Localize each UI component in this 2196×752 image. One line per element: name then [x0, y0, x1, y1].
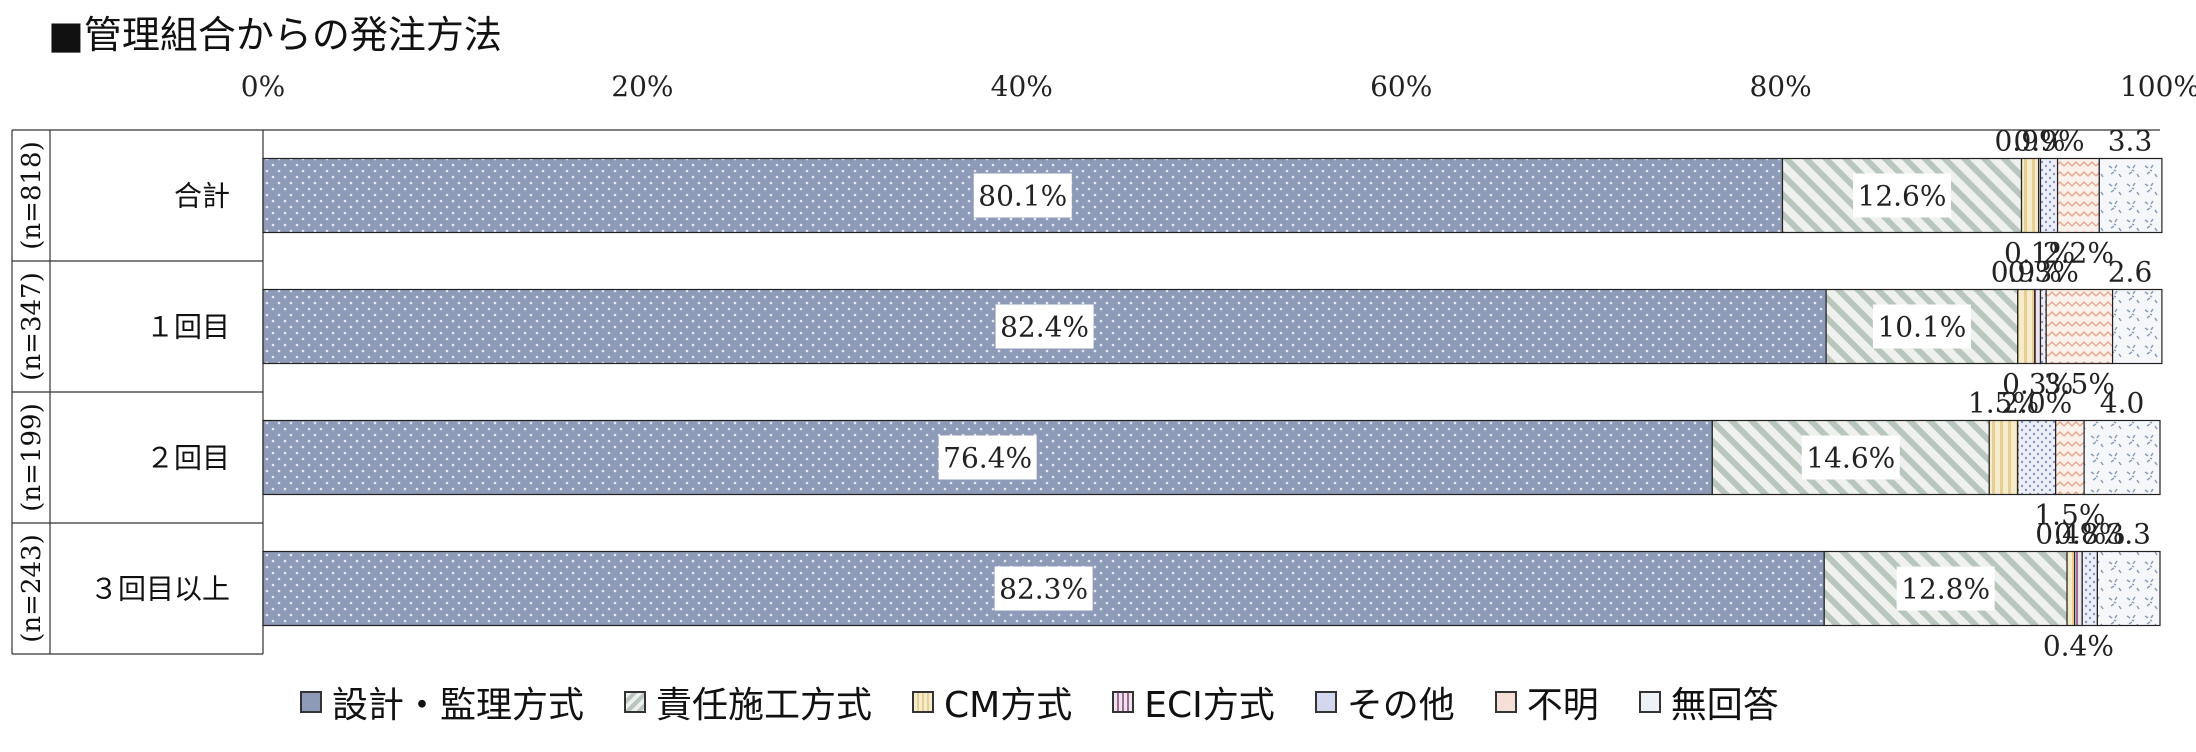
data-label: 0.9%	[1991, 256, 2062, 289]
n-label: (n=818)	[17, 141, 47, 249]
legend-swatch	[1638, 691, 1661, 713]
n-label: (n=347)	[17, 272, 47, 380]
legend-label: ECI方式	[1144, 685, 1275, 726]
bar-labels: 80.1% 12.6%0.9%0.1%0.9%2.2%3.382.4% 10.1%0…	[938, 125, 2153, 661]
data-label: 2.6	[2108, 256, 2153, 289]
data-label: 76.4%	[943, 442, 1032, 475]
legend-item: CM方式	[912, 676, 1072, 728]
bar-segment	[2055, 419, 2085, 496]
legend-swatch	[1314, 691, 1337, 713]
legend-label: CM方式	[944, 685, 1073, 726]
stacked-bar-chart: 0% 20% 40% 60% 80% 100% 合計 (n=818) １回目 (n=347) ２回…	[11, 70, 2196, 661]
data-label: 3.3	[2106, 518, 2151, 551]
data-label-box	[938, 435, 1037, 480]
data-label: 10.1%	[1877, 311, 1966, 344]
legend-swatch	[912, 691, 935, 713]
bar-segment	[2081, 550, 2098, 627]
bar-segment	[2017, 288, 2036, 365]
category-frame: 合計 (n=818) １回目 (n=347) ２回目 (n=199) ３回目以上 (n=243…	[11, 129, 2160, 655]
x-tick-label: 100%	[2120, 70, 2196, 103]
x-axis: 0% 20% 40% 60% 80% 100%	[241, 70, 2196, 103]
data-label: 80.1%	[978, 180, 1067, 213]
bar-segment	[2056, 157, 2100, 234]
n-label: (n=243)	[17, 534, 47, 642]
bar-segment	[2039, 288, 2047, 365]
data-label: 12.6%	[1858, 180, 1947, 213]
x-tick-label: 80%	[1749, 70, 1811, 103]
data-label: 0.8%	[2054, 518, 2125, 551]
legend-item: 設計・監理方式	[300, 676, 584, 728]
data-label: 1.5%	[2034, 499, 2105, 532]
bar-segment	[2083, 419, 2161, 496]
data-label: 0.4%	[2043, 630, 2114, 661]
legend-label: 不明	[1526, 685, 1599, 726]
bars	[262, 157, 2163, 627]
data-label-box	[1896, 566, 1995, 611]
legend-swatch	[1112, 691, 1135, 713]
bar-segment	[1988, 419, 2019, 496]
legend-item: その他	[1314, 676, 1455, 728]
row-label: ３回目以上	[90, 573, 230, 606]
bar-segment	[2098, 157, 2163, 234]
data-label-box	[973, 173, 1072, 218]
data-label: 0.9%	[2013, 125, 2084, 158]
data-label: 0.9%	[1994, 125, 2065, 158]
n-label: (n=199)	[17, 403, 47, 511]
row-label: ２回目	[146, 442, 230, 475]
bar-segment	[2020, 157, 2040, 234]
legend-item: ECI方式	[1112, 676, 1275, 728]
data-label-box	[1801, 435, 1900, 480]
legend-item: 無回答	[1638, 676, 1779, 728]
bar-segment	[2034, 288, 2042, 365]
legend-item: 責任施工方式	[624, 676, 872, 728]
legend-swatch	[300, 691, 322, 713]
data-label: 82.3%	[999, 573, 1088, 606]
bar-segment	[2074, 550, 2083, 627]
data-label: 14.6%	[1806, 442, 1895, 475]
x-tick-label: 20%	[611, 70, 673, 103]
x-tick-label: 0%	[241, 70, 285, 103]
data-label-box	[1872, 304, 1971, 349]
data-label: 0.1%	[2004, 237, 2075, 270]
bar-segment	[2045, 288, 2114, 365]
data-label: 4.0	[2100, 387, 2145, 420]
data-label: 0.3%	[2008, 256, 2079, 289]
legend-label: 責任施工方式	[656, 685, 873, 726]
legend-swatch	[624, 691, 647, 713]
legend-label: 設計・監理方式	[332, 685, 585, 726]
data-label: 0.3%	[2002, 368, 2073, 401]
legend-label: 無回答	[1670, 685, 1779, 726]
data-label: 3.5%	[2044, 368, 2115, 401]
x-tick-label: 60%	[1370, 70, 1432, 103]
chart-title: ■管理組合からの発注方法	[48, 13, 502, 57]
bar-segment	[2096, 550, 2161, 627]
data-label: 1.5%	[1968, 387, 2039, 420]
data-label: 3.3	[2108, 125, 2153, 158]
legend-label: その他	[1346, 685, 1455, 726]
data-label: 12.8%	[1901, 573, 1990, 606]
data-label-box	[995, 304, 1094, 349]
data-label: 82.4%	[1000, 311, 1089, 344]
data-label: 2.0%	[2001, 387, 2072, 420]
data-label-box	[1853, 173, 1952, 218]
row-label: 合計	[174, 180, 230, 213]
legend-swatch	[1494, 691, 1517, 713]
bar-segment	[2039, 157, 2059, 234]
bar-segment	[2017, 419, 2057, 496]
data-label: 2.2%	[2043, 237, 2114, 270]
bar-segment	[2066, 550, 2076, 627]
bar-segment	[2111, 288, 2163, 365]
legend-item: 不明	[1494, 676, 1599, 728]
x-tick-label: 40%	[991, 70, 1053, 103]
data-label-box	[994, 566, 1093, 611]
legend: 設計・監理方式 責任施工方式 CM方式 ECI方式 その他 不明 無回答	[300, 676, 1779, 728]
data-label: 0.4%	[2035, 518, 2106, 551]
row-label: １回目	[146, 311, 230, 344]
